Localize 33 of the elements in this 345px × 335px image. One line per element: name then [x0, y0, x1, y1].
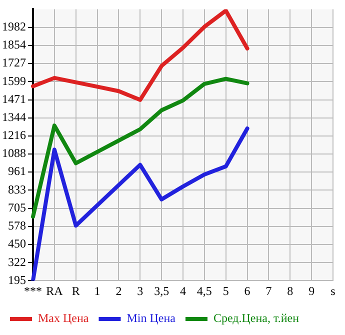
- y-tick-label: 1727: [2, 56, 26, 70]
- y-tick-label: 1344: [2, 110, 26, 124]
- y-tick-label: 961: [8, 164, 26, 178]
- x-tick-label: 4,5: [196, 284, 212, 298]
- legend-label: Min Цена: [126, 311, 176, 326]
- y-tick-label: 1982: [2, 19, 26, 34]
- x-tick-label: ***: [24, 284, 42, 298]
- x-tick-label: 7: [266, 284, 272, 298]
- x-tick-label: 1: [94, 284, 100, 298]
- x-tick-label: s: [330, 284, 336, 298]
- y-tick-label: 705: [8, 200, 26, 214]
- x-tick-label: 3,5: [154, 284, 170, 298]
- y-tick-label: 195: [8, 272, 26, 287]
- legend-label: Max Цена: [38, 311, 90, 326]
- x-tick-label: 9: [308, 284, 315, 298]
- legend-label: Сред.Цена, т.йен: [213, 311, 300, 326]
- x-tick-label: 2: [116, 284, 122, 298]
- x-tick-label: 4: [180, 284, 186, 298]
- y-tick-label: 1216: [2, 128, 26, 142]
- x-tick-label: 3: [137, 284, 144, 298]
- y-tick-label: 1088: [2, 146, 26, 160]
- x-tick-label: RA: [46, 284, 64, 298]
- y-tick-label: 322: [8, 254, 26, 269]
- y-tick-label: 450: [8, 236, 26, 251]
- x-tick-label: R: [72, 284, 80, 298]
- y-tick-label: 833: [8, 182, 26, 196]
- y-tick-label: 578: [8, 218, 26, 232]
- x-tick-label: 5: [222, 284, 229, 298]
- y-tick-label: 1854: [2, 38, 26, 52]
- y-tick-label: 1471: [2, 92, 26, 106]
- y-tick-label: 1599: [2, 74, 26, 88]
- x-tick-label: 8: [287, 284, 294, 298]
- x-tick-label: 6: [244, 284, 250, 298]
